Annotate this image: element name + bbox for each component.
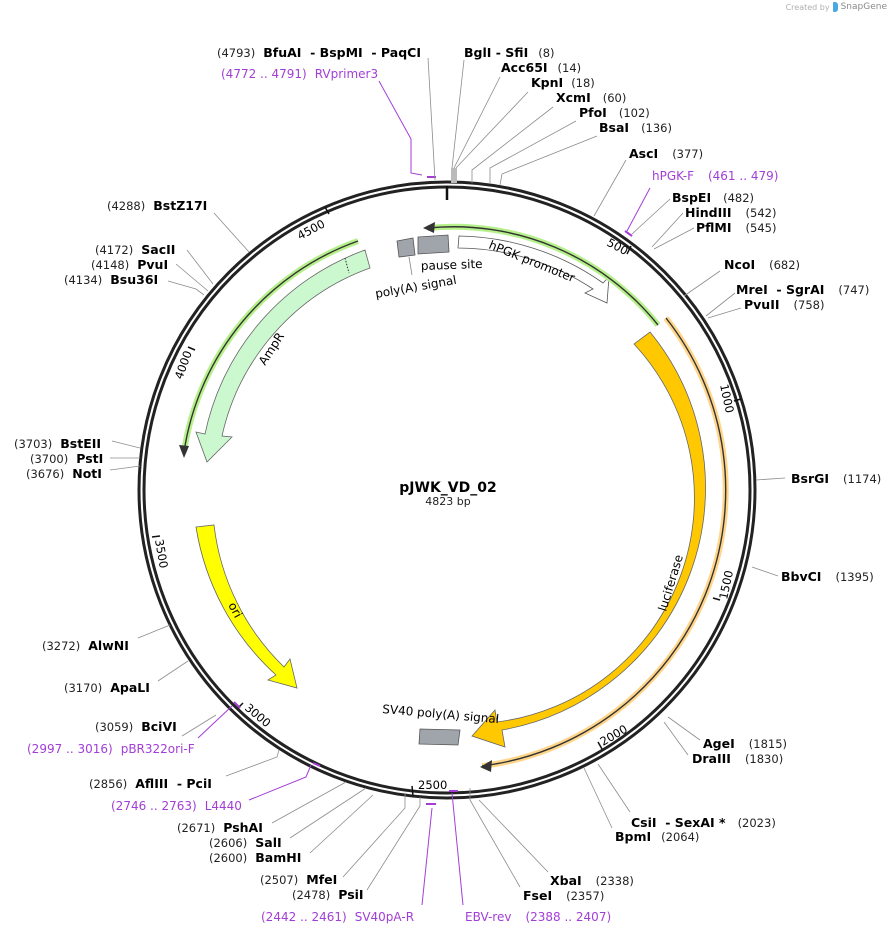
enzyme-site-bgli[interactable]: BglI - SfiI (8) (464, 45, 555, 60)
enzyme-site-csii[interactable]: CsiI - SexAI * (2023) (631, 815, 776, 830)
plasmid-name: pJWK_VD_02 (399, 480, 496, 496)
enzyme-site-mfei[interactable]: (2507) MfeI (260, 872, 337, 887)
primer-leaders (197, 80, 651, 906)
tick-label-3500: 3500 (152, 538, 171, 569)
enzyme-site-asci[interactable]: AscI (377) (629, 146, 703, 161)
enzyme-site-afliii[interactable]: (2856) AflIII - PciI (89, 776, 212, 791)
hpgk-orf-arrowhead (423, 222, 435, 233)
enzyme-site-bstz17i[interactable]: (4288) BstZ17I (107, 198, 207, 213)
tick-label-1500: 1500 (716, 569, 736, 601)
site-cluster-marker (451, 168, 457, 183)
enzyme-site-pvuii[interactable]: PvuII (758) (744, 297, 824, 312)
ampr-orf-arrowhead (179, 445, 189, 458)
luciferase-orf-line (481, 317, 727, 767)
enzyme-site-bsrgi[interactable]: BsrGI (1174) (791, 471, 881, 486)
enzyme-site-sali[interactable]: (2606) SalI (209, 835, 282, 850)
enzyme-site-fsei[interactable]: FseI (2357) (523, 888, 604, 903)
enzyme-site-bsai[interactable]: BsaI (136) (599, 120, 672, 135)
enzyme-site-sacii[interactable]: (4172) SacII (95, 242, 175, 257)
feature-label-ori: ori (225, 600, 245, 620)
enzyme-site-bcivi[interactable]: (3059) BciVI (95, 719, 177, 734)
enzyme-site-srgai[interactable]: MreI - SgrAI (747) (736, 282, 869, 297)
enzyme-site-acc65i[interactable]: Acc65I (14) (501, 60, 581, 75)
tick-label-1000: 1000 (717, 383, 737, 415)
enzyme-site-draiii[interactable]: DraIII (1830) (692, 751, 783, 766)
enzyme-site-kpni[interactable]: KpnI (18) (531, 75, 595, 90)
enzyme-site-pfoi[interactable]: PfoI (102) (579, 105, 650, 120)
watermark-brand: SnapGene (840, 2, 887, 12)
tick-label-2500: 2500 (418, 778, 447, 792)
enzyme-leaders (109, 57, 786, 891)
primer-l4440[interactable]: (2746 .. 2763) L4440 (111, 799, 242, 813)
hpgk-orf-line (427, 226, 659, 326)
enzyme-labels: (4793) BfuAI - BspMI - PaqCI BglI - SfiI(… (14, 45, 881, 903)
enzyme-site-bbvci[interactable]: BbvCI (1395) (781, 569, 874, 584)
enzyme-site-xcmi[interactable]: XcmI (60) (556, 90, 626, 105)
ampr-promoter-divider (344, 257, 350, 274)
enzyme-site-bamhi[interactable]: (2600) BamHI (209, 850, 301, 865)
enzyme-site-pvui[interactable]: (4148) PvuI (91, 257, 168, 272)
primer-marks (233, 176, 633, 805)
snapgene-watermark: Created by SnapGene (786, 2, 887, 12)
primer-labels: (4772 .. 4791) RVprimer3 hPGK-F (461 .. 47… (27, 67, 778, 924)
primer-ebv-rev[interactable]: EBV-rev (2388 .. 2407) (465, 910, 611, 924)
primer-hpgk-f[interactable]: hPGK-F (461 .. 479) (652, 169, 778, 183)
primer-sv40pa-r[interactable]: (2442 .. 2461) SV40pA-R (261, 910, 414, 924)
snapgene-logo-icon (832, 2, 838, 12)
enzyme-site-bsteii[interactable]: (3703) BstEII (14, 436, 101, 451)
feature-label-polya-signal: poly(A) signal (374, 273, 457, 301)
enzyme-site-pshai[interactable]: (2671) PshAI (177, 820, 263, 835)
feature-label-sv40-polya: SV40 poly(A) signal (382, 702, 500, 726)
enzyme-site-psii[interactable]: (2478) PsiI (292, 887, 364, 902)
enzyme-site-psti[interactable]: (3700) PstI (30, 451, 103, 466)
feature-ori[interactable]: ori (195, 524, 298, 689)
polya-leader (408, 256, 413, 276)
enzyme-site-hindiii[interactable]: HindIII (542) (685, 205, 776, 220)
enzyme-site-noti[interactable]: (3676) NotI (26, 466, 102, 481)
enzyme-site-agei[interactable]: AgeI (1815) (703, 736, 787, 751)
tick-labels: 500 1000 1500 2000 2500 3000 3500 4000 4… (152, 217, 737, 792)
primer-rvprimer3[interactable]: (4772 .. 4791) RVprimer3 (221, 67, 378, 81)
feature-luciferase[interactable]: luciferase (471, 331, 706, 748)
enzyme-site-bfuai[interactable]: (4793) BfuAI - BspMI - PaqCI (217, 45, 421, 60)
watermark-prefix: Created by (785, 2, 830, 12)
enzyme-site-ncoi[interactable]: NcoI (682) (724, 257, 800, 272)
luciferase-orf-glow (481, 316, 729, 769)
enzyme-site-bpmi[interactable]: BpmI (2064) (615, 829, 699, 844)
ampr-orf-line (183, 240, 359, 453)
plasmid-length: 4823 bp (425, 495, 470, 508)
enzyme-site-xbai[interactable]: XbaI (2338) (550, 873, 634, 888)
luciferase-orf-arrowhead (480, 760, 492, 772)
primer-pbr322ori-f[interactable]: (2997 .. 3016) pBR322ori-F (27, 742, 195, 756)
enzyme-site-bspei[interactable]: BspEI (482) (672, 190, 754, 205)
enzyme-site-alwni[interactable]: (3272) AlwNI (42, 638, 129, 653)
feature-label-pause-site: pause site (421, 257, 483, 273)
enzyme-site-apali[interactable]: (3170) ApaLI (64, 680, 150, 695)
feature-pause-site[interactable]: pause site (417, 234, 483, 273)
enzyme-site-bsu36i[interactable]: (4134) Bsu36I (64, 272, 158, 287)
enzyme-site-pflmi[interactable]: PflMI (545) (696, 220, 776, 235)
